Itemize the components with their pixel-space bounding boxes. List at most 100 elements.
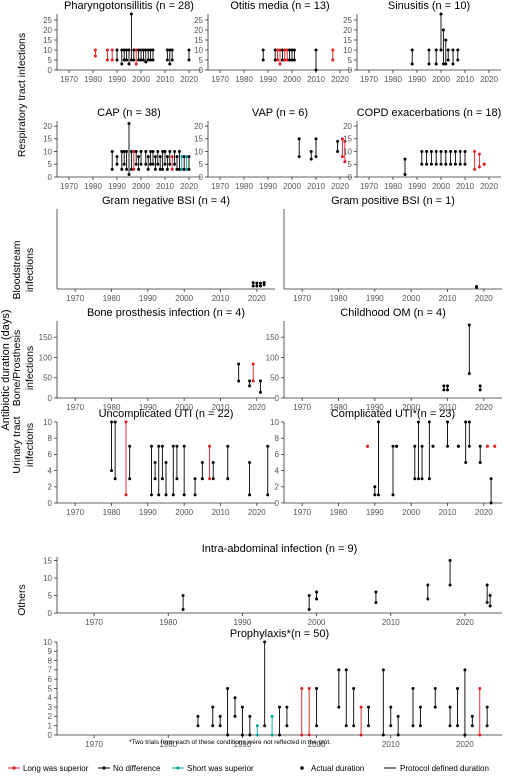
x-tick-label: 2010 bbox=[382, 740, 400, 749]
trial-point-max bbox=[125, 150, 129, 154]
trial-point-min bbox=[146, 167, 150, 171]
trial-point-max bbox=[187, 155, 191, 159]
trial-point-max bbox=[489, 477, 493, 481]
trial-point-min bbox=[449, 162, 453, 166]
x-tick-label: 2010 bbox=[439, 508, 457, 517]
y-tick-label: 2 bbox=[275, 483, 280, 492]
trial-point-min bbox=[146, 58, 150, 62]
trial-point-max bbox=[156, 150, 160, 154]
trial-point-max bbox=[129, 12, 133, 16]
y-tick-label: 5 bbox=[48, 56, 53, 65]
y-tick-label: 0 bbox=[348, 173, 353, 182]
panel-10: Uncomplicated UTI (n = 22)1970 1980 1990 20… bbox=[43, 408, 275, 517]
trial-point-min bbox=[439, 162, 443, 166]
trial-point-min bbox=[177, 167, 181, 171]
y-tick-label: 4 bbox=[48, 466, 53, 475]
panel-1: Otitis media (n = 13)1970 1980 1990 2000 201… bbox=[194, 0, 352, 84]
x-tick-label: 2000 bbox=[432, 182, 450, 191]
trial-point-min bbox=[132, 58, 136, 62]
trial-point-min bbox=[446, 58, 450, 62]
trial-point-max bbox=[446, 384, 449, 388]
trial-point-min bbox=[151, 58, 155, 62]
legend-actual-point bbox=[300, 766, 304, 770]
y-tick-label: 25 bbox=[343, 16, 352, 25]
x-tick-label: 2020 bbox=[456, 618, 474, 627]
trial-point-min bbox=[255, 733, 259, 737]
trial-point-max bbox=[307, 594, 311, 597]
trial-point-max bbox=[478, 444, 482, 448]
trial-point-max bbox=[314, 48, 318, 52]
trial-point-min bbox=[416, 477, 420, 481]
x-tick-label: 1970 bbox=[66, 294, 84, 303]
trial-point-min bbox=[173, 162, 177, 166]
trial-point-max bbox=[146, 48, 150, 52]
panel-6: Gram negative BSI (n = 4) 1970 1980 1990 200… bbox=[56, 195, 275, 303]
trial-point-max bbox=[175, 155, 179, 159]
trial-point-max bbox=[270, 714, 274, 718]
x-tick-label: 1990 bbox=[139, 403, 157, 412]
x-tick-label: 1980 bbox=[84, 182, 102, 191]
trial-point-min bbox=[273, 58, 277, 62]
trial-point-max bbox=[137, 155, 141, 159]
group-label-bloodstream: Bloodstream infections bbox=[11, 240, 36, 299]
trial-point-min bbox=[218, 724, 222, 728]
trial-point-max bbox=[171, 444, 175, 448]
legend-protocol-label: Protocol defined duration bbox=[400, 764, 489, 773]
trial-point-min bbox=[441, 62, 445, 66]
trial-point-min bbox=[128, 477, 132, 481]
trial-point-max bbox=[448, 559, 452, 562]
trial-point-min bbox=[180, 167, 184, 171]
trial-point-min bbox=[485, 601, 489, 604]
y-tick-label: 20 bbox=[343, 122, 352, 131]
trial-point-max bbox=[226, 687, 230, 690]
trial-point-min bbox=[280, 58, 284, 62]
trial-point-min bbox=[285, 724, 289, 728]
trial-point-min bbox=[237, 379, 241, 383]
x-tick-label: 1990 bbox=[139, 294, 157, 303]
trial-point-min bbox=[175, 167, 179, 171]
trial-point-max bbox=[278, 48, 282, 52]
x-tick-label: 1980 bbox=[330, 403, 348, 412]
trial-point-max bbox=[134, 48, 138, 52]
trial-point-max bbox=[485, 705, 489, 709]
trial-point-max bbox=[431, 444, 435, 448]
y-tick-label: 20 bbox=[43, 122, 52, 131]
trial-point-min bbox=[420, 162, 424, 166]
x-tick-label: 2020 bbox=[480, 75, 498, 84]
trial-point-min bbox=[489, 501, 493, 505]
x-tick-label: 2020 bbox=[248, 403, 266, 412]
trial-point-min bbox=[410, 62, 414, 66]
x-tick-label: 2010 bbox=[456, 182, 474, 191]
trial-point-min bbox=[255, 284, 259, 288]
trial-point-max bbox=[170, 155, 174, 159]
y-tick-label: 20 bbox=[43, 26, 52, 35]
footnote: *Two trials from each of these condition… bbox=[129, 739, 331, 746]
y-tick-label: 0 bbox=[348, 66, 353, 75]
x-tick-label: 1970 bbox=[293, 508, 311, 517]
x-tick-label: 1980 bbox=[159, 740, 177, 749]
trial-point-min bbox=[156, 162, 160, 166]
trial-point-max bbox=[337, 668, 341, 672]
trial-point-max bbox=[168, 48, 172, 52]
trial-point-max bbox=[258, 281, 262, 285]
trial-point-max bbox=[391, 444, 395, 448]
trial-point-min bbox=[352, 724, 356, 728]
trial-point-max bbox=[456, 48, 460, 52]
trial-point-min bbox=[261, 58, 265, 62]
y-tick-label: 25 bbox=[43, 16, 52, 25]
y-tick-label: 5 bbox=[48, 160, 53, 169]
y-tick-label: 2 bbox=[48, 483, 53, 492]
trial-point-min bbox=[240, 733, 244, 737]
trial-point-min bbox=[473, 167, 477, 171]
x-tick-label: 1980 bbox=[330, 508, 348, 517]
legend-actual-label: Actual duration bbox=[311, 764, 364, 773]
trial-point-min bbox=[132, 167, 136, 171]
trial-point-min bbox=[426, 597, 430, 601]
x-tick-label: 1990 bbox=[108, 182, 126, 191]
trial-point-min bbox=[464, 461, 468, 464]
trial-point-min bbox=[485, 724, 489, 728]
group-label-bone: Bone/Prosthesis infections bbox=[11, 330, 36, 406]
trial-point-min bbox=[270, 733, 274, 737]
trial-point-max bbox=[434, 48, 438, 52]
trial-point-max bbox=[482, 162, 486, 166]
